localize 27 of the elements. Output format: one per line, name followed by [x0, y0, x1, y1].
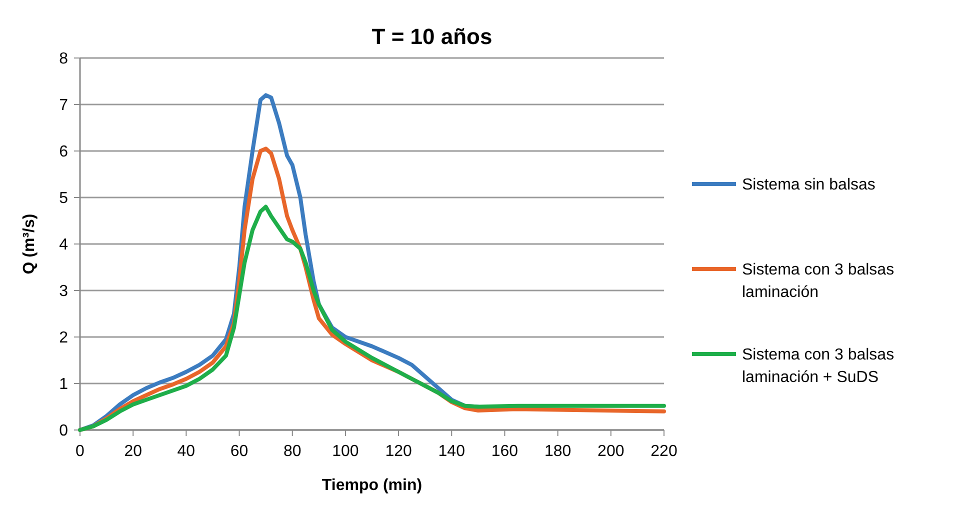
x-tick-label: 200 — [598, 443, 624, 460]
y-tick-label: 1 — [59, 376, 68, 394]
y-tick-label: 7 — [59, 97, 68, 114]
y-tick-label: 3 — [59, 283, 68, 300]
x-tick-label: 80 — [283, 443, 302, 460]
y-tick-label: 5 — [59, 190, 68, 208]
y-tick-label: 6 — [59, 144, 68, 161]
y-axis-title: Q (m³/s) — [21, 214, 38, 274]
x-tick-label: 60 — [230, 443, 248, 460]
y-tick-label: 4 — [59, 236, 68, 254]
y-tick-label: 8 — [59, 50, 68, 68]
x-tick-label: 120 — [385, 443, 412, 460]
x-axis-title: Tiempo (min) — [322, 477, 422, 494]
legend-label: Sistema con 3 balsas laminación + SuDS — [742, 346, 894, 386]
y-tick-label: 2 — [59, 330, 68, 347]
chart-title: T = 10 años — [372, 24, 492, 49]
x-tick-label: 140 — [438, 443, 466, 460]
x-tick-label: 0 — [76, 443, 85, 460]
x-tick-label: 180 — [544, 443, 572, 460]
x-tick-label: 160 — [491, 443, 518, 460]
x-tick-label: 220 — [650, 443, 678, 460]
x-tick-label: 20 — [124, 443, 142, 460]
legend-label: Sistema sin balsas — [742, 176, 876, 194]
y-tick-label: 0 — [59, 422, 68, 440]
x-tick-label: 40 — [177, 443, 196, 460]
x-tick-label: 100 — [332, 443, 359, 460]
legend-label: Sistema con 3 balsas laminación — [742, 262, 894, 301]
